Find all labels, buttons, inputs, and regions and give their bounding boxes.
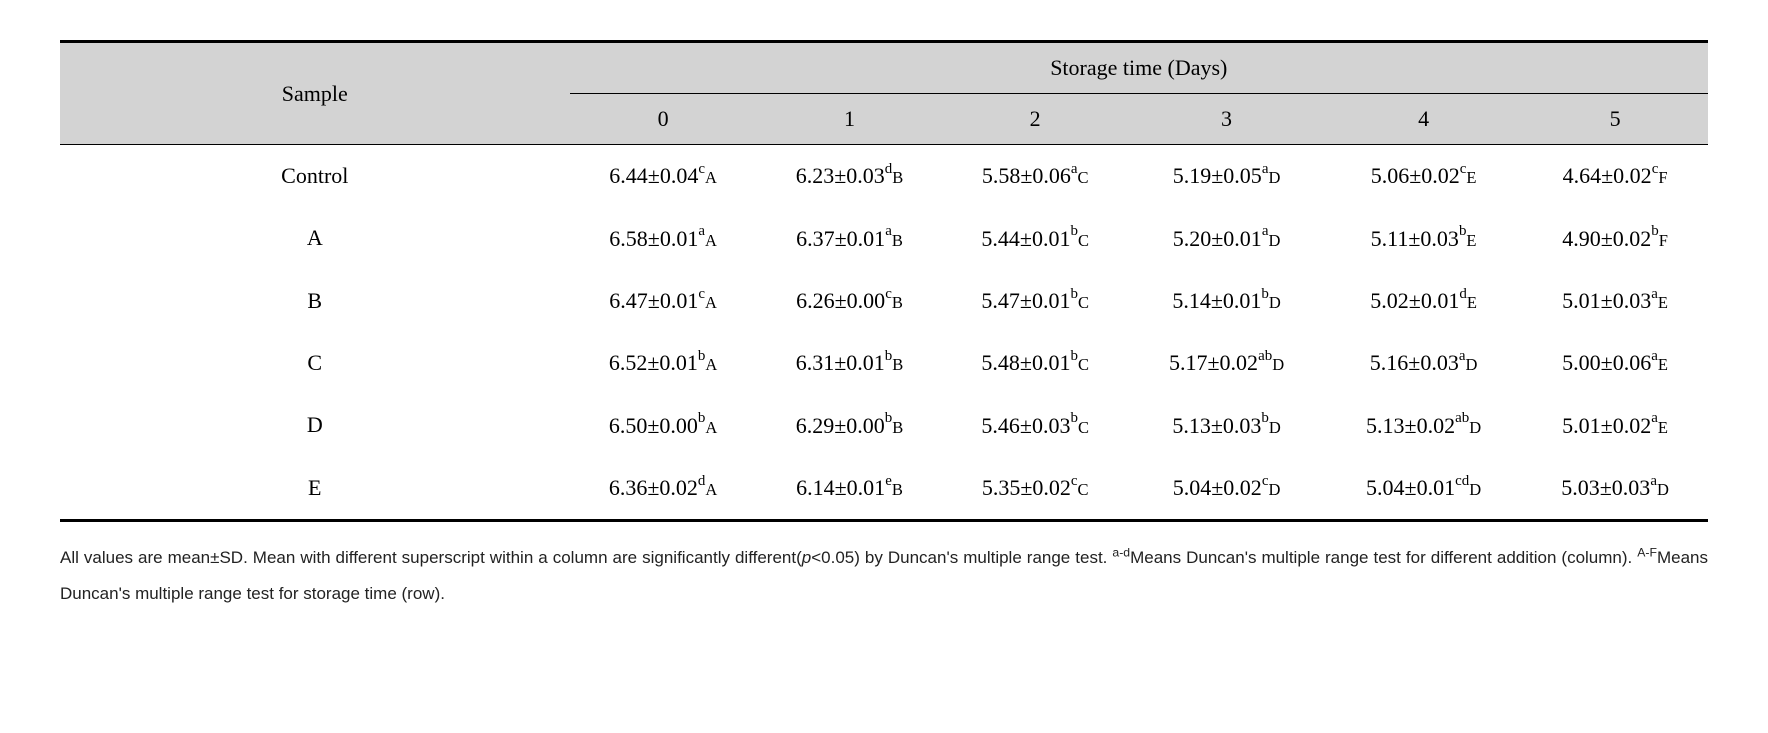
footnote-sup-ad: a-d: [1112, 545, 1130, 559]
sample-cell: A: [60, 207, 570, 269]
footnote: All values are mean±SD. Mean with differ…: [60, 540, 1708, 611]
data-cell: 5.17±0.02abD: [1128, 332, 1325, 394]
sample-cell: B: [60, 270, 570, 332]
data-cell: 5.00±0.06aE: [1522, 332, 1708, 394]
footnote-text-1b: <0.05) by Duncan's multiple range test.: [811, 548, 1112, 567]
data-cell: 5.06±0.02cE: [1325, 145, 1522, 208]
footnote-p: p: [802, 548, 811, 567]
table-row: C6.52±0.01bA6.31±0.01bB5.48±0.01bC5.17±0…: [60, 332, 1708, 394]
span-header: Storage time (Days): [570, 42, 1708, 94]
data-cell: 5.35±0.02cC: [942, 457, 1128, 521]
data-cell: 6.50±0.00bA: [570, 394, 757, 456]
data-cell: 5.16±0.03aD: [1325, 332, 1522, 394]
sample-cell: E: [60, 457, 570, 521]
table-row: Control6.44±0.04cA6.23±0.03dB5.58±0.06aC…: [60, 145, 1708, 208]
data-cell: 5.48±0.01bC: [942, 332, 1128, 394]
data-cell: 6.58±0.01aA: [570, 207, 757, 269]
day-header-4: 4: [1325, 94, 1522, 145]
sample-cell: D: [60, 394, 570, 456]
table-row: E6.36±0.02dA6.14±0.01eB5.35±0.02cC5.04±0…: [60, 457, 1708, 521]
data-cell: 5.19±0.05aD: [1128, 145, 1325, 208]
data-cell: 5.47±0.01bC: [942, 270, 1128, 332]
data-cell: 6.29±0.00bB: [757, 394, 943, 456]
data-cell: 6.14±0.01eB: [757, 457, 943, 521]
data-cell: 5.44±0.01bC: [942, 207, 1128, 269]
data-cell: 4.90±0.02bF: [1522, 207, 1708, 269]
data-cell: 5.14±0.01bD: [1128, 270, 1325, 332]
data-cell: 4.64±0.02cF: [1522, 145, 1708, 208]
data-cell: 5.01±0.03aE: [1522, 270, 1708, 332]
day-header-0: 0: [570, 94, 757, 145]
data-cell: 6.31±0.01bB: [757, 332, 943, 394]
sample-cell: C: [60, 332, 570, 394]
day-header-2: 2: [942, 94, 1128, 145]
footnote-text-1: All values are mean±SD. Mean with differ…: [60, 548, 802, 567]
table-row: B6.47±0.01cA6.26±0.00cB5.47±0.01bC5.14±0…: [60, 270, 1708, 332]
data-cell: 5.13±0.02abD: [1325, 394, 1522, 456]
data-table: Sample Storage time (Days) 0 1 2 3 4 5 C…: [60, 40, 1708, 522]
day-header-1: 1: [757, 94, 943, 145]
data-cell: 5.01±0.02aE: [1522, 394, 1708, 456]
data-cell: 5.58±0.06aC: [942, 145, 1128, 208]
data-cell: 6.36±0.02dA: [570, 457, 757, 521]
footnote-sup-af: A-F: [1637, 545, 1657, 559]
data-cell: 5.20±0.01aD: [1128, 207, 1325, 269]
sample-cell: Control: [60, 145, 570, 208]
data-cell: 6.23±0.03dB: [757, 145, 943, 208]
day-header-5: 5: [1522, 94, 1708, 145]
data-cell: 5.04±0.02cD: [1128, 457, 1325, 521]
data-cell: 5.04±0.01cdD: [1325, 457, 1522, 521]
table-row: D6.50±0.00bA6.29±0.00bB5.46±0.03bC5.13±0…: [60, 394, 1708, 456]
data-cell: 6.52±0.01bA: [570, 332, 757, 394]
data-cell: 6.37±0.01aB: [757, 207, 943, 269]
table-row: A6.58±0.01aA6.37±0.01aB5.44±0.01bC5.20±0…: [60, 207, 1708, 269]
data-cell: 6.47±0.01cA: [570, 270, 757, 332]
data-cell: 6.44±0.04cA: [570, 145, 757, 208]
data-cell: 5.46±0.03bC: [942, 394, 1128, 456]
data-cell: 5.11±0.03bE: [1325, 207, 1522, 269]
data-cell: 5.03±0.03aD: [1522, 457, 1708, 521]
data-cell: 5.13±0.03bD: [1128, 394, 1325, 456]
sample-header: Sample: [60, 42, 570, 145]
data-cell: 5.02±0.01dE: [1325, 270, 1522, 332]
day-header-3: 3: [1128, 94, 1325, 145]
footnote-text-2: Means Duncan's multiple range test for d…: [1130, 548, 1637, 567]
data-cell: 6.26±0.00cB: [757, 270, 943, 332]
